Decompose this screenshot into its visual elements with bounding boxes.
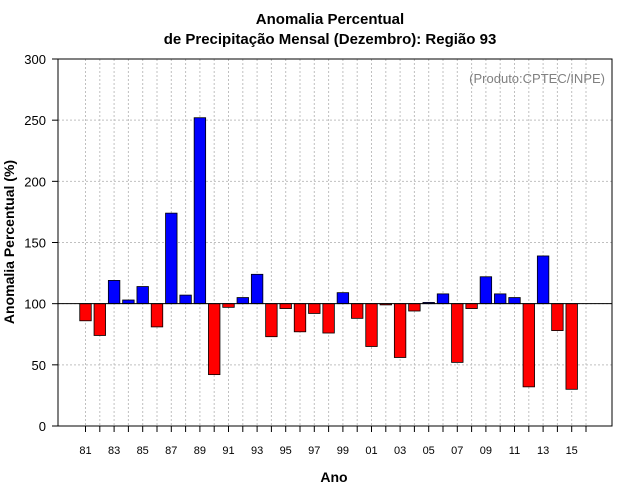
- bars: [79, 117, 578, 390]
- y-tick-label: 0: [39, 419, 46, 434]
- y-tick-label: 100: [24, 297, 46, 312]
- bar-14: [551, 303, 564, 331]
- bar-11: [508, 297, 521, 305]
- bar-99: [336, 292, 350, 305]
- x-tick-label: 07: [451, 445, 463, 457]
- x-tick-label: 81: [79, 445, 91, 457]
- x-tick-label: 89: [194, 445, 206, 457]
- bar-94: [265, 303, 278, 338]
- bar-91: [222, 303, 235, 308]
- y-axis: 0 50 100 150 200 250 300: [24, 52, 58, 434]
- bar-07: [451, 303, 464, 363]
- bar-10: [494, 293, 507, 305]
- bar-88: [179, 294, 192, 305]
- x-tick-label: 97: [308, 445, 320, 457]
- bar-01: [365, 303, 378, 347]
- bar-84: [122, 299, 135, 305]
- source-credit: (Produto:CPTEC/INPE): [469, 71, 605, 86]
- bar-95: [279, 303, 292, 309]
- x-axis-label: Ano: [320, 469, 347, 485]
- x-tick-label: 09: [480, 445, 492, 457]
- x-tick-label: 03: [394, 445, 406, 457]
- bar-97: [308, 303, 321, 314]
- x-tick-label: 91: [222, 445, 234, 457]
- bar-85: [136, 286, 149, 305]
- bar-93: [250, 273, 264, 305]
- chart-title-line-2: de Precipitação Mensal (Dezembro): Regiã…: [164, 31, 497, 48]
- y-tick-label: 50: [32, 358, 46, 373]
- bar-09: [479, 276, 493, 305]
- grid: [58, 59, 612, 426]
- bar-96: [293, 303, 307, 333]
- bar-98: [322, 303, 335, 334]
- bar-12: [522, 303, 535, 388]
- bar-86: [150, 303, 164, 328]
- x-tick-label: 13: [537, 445, 549, 457]
- x-tick-label: 87: [165, 445, 177, 457]
- bar-83: [107, 280, 121, 305]
- x-tick-label: 95: [280, 445, 292, 457]
- bar-04: [408, 303, 421, 312]
- bar-87: [165, 212, 178, 305]
- x-tick-label: 99: [337, 445, 349, 457]
- y-tick-label: 300: [24, 52, 46, 67]
- bar-00: [351, 303, 364, 319]
- bar-81: [79, 303, 92, 322]
- y-axis-label: Anomalia Percentual (%): [1, 160, 17, 324]
- x-tick-label: 85: [137, 445, 149, 457]
- bar-92: [236, 297, 249, 305]
- bar-90: [208, 303, 221, 376]
- x-tick-label: 01: [365, 445, 377, 457]
- y-tick-label: 250: [24, 113, 46, 128]
- bar-08: [465, 303, 478, 309]
- x-tick-label: 93: [251, 445, 263, 457]
- y-tick-label: 200: [24, 174, 46, 189]
- x-tick-label: 11: [509, 445, 520, 457]
- bar-03: [393, 303, 407, 358]
- x-tick-label: 83: [108, 445, 120, 457]
- x-tick-label: 15: [566, 445, 578, 457]
- bar-89: [193, 117, 207, 305]
- bar-15: [565, 303, 578, 390]
- y-tick-label: 150: [24, 236, 46, 251]
- bar-13: [536, 255, 550, 305]
- chart-title-line-1: Anomalia Percentual: [256, 11, 404, 28]
- bar-06: [436, 293, 450, 305]
- x-axis: 81 83 85 87 89 91 93 95 97 99 01 03 05 07 09 11 13 15: [79, 426, 587, 457]
- bar-82: [93, 303, 106, 336]
- x-tick-label: 05: [423, 445, 435, 457]
